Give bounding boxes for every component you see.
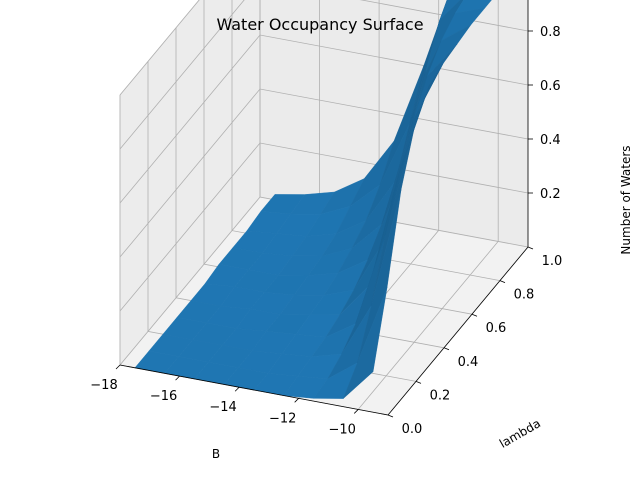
y-axis-label: lambda xyxy=(497,416,543,451)
y-tick xyxy=(387,414,394,418)
x-tick xyxy=(294,398,299,403)
z-tick-label: 0.4 xyxy=(540,133,561,148)
x-tick xyxy=(175,375,180,381)
x-tick-label: −16 xyxy=(150,389,177,404)
z-tick-label: 0.8 xyxy=(540,25,561,40)
z-gridline xyxy=(119,0,200,96)
x-tick-label: −10 xyxy=(329,422,356,437)
y-tick xyxy=(471,313,478,317)
y-tick-label: 0.6 xyxy=(486,321,507,336)
surface-facet xyxy=(343,287,388,399)
x-tick xyxy=(234,386,240,392)
y-tick-label: 1.0 xyxy=(542,254,563,269)
y-gridline xyxy=(259,0,529,248)
z-tick-label: 0.2 xyxy=(540,187,561,202)
x-axis-label: B xyxy=(212,447,220,461)
x-tick-label: −18 xyxy=(90,378,117,393)
y-tick xyxy=(527,246,534,250)
y-tick xyxy=(499,280,506,283)
y-gridline xyxy=(231,0,501,281)
x-tick xyxy=(115,364,121,370)
chart-title: Water Occupancy Surface xyxy=(216,15,423,34)
z-gridline xyxy=(119,0,529,150)
y-tick-label: 0.2 xyxy=(430,388,451,403)
z-gridline xyxy=(119,142,529,312)
y-tick xyxy=(443,347,450,351)
y-tick-label: 0.0 xyxy=(402,422,423,437)
y-tick-label: 0.8 xyxy=(514,288,535,303)
x-tick-label: −12 xyxy=(269,411,296,426)
z-gridline xyxy=(119,88,529,258)
x-tick-label: −14 xyxy=(209,400,236,415)
z-tick-label: 0.6 xyxy=(540,79,561,94)
z-axis-label: Number of Waters xyxy=(619,145,633,254)
y-axis-line xyxy=(387,246,529,416)
y-tick xyxy=(415,381,422,384)
x-tick xyxy=(353,409,359,414)
x-axis-line xyxy=(119,364,389,416)
y-tick-label: 0.4 xyxy=(458,355,479,370)
